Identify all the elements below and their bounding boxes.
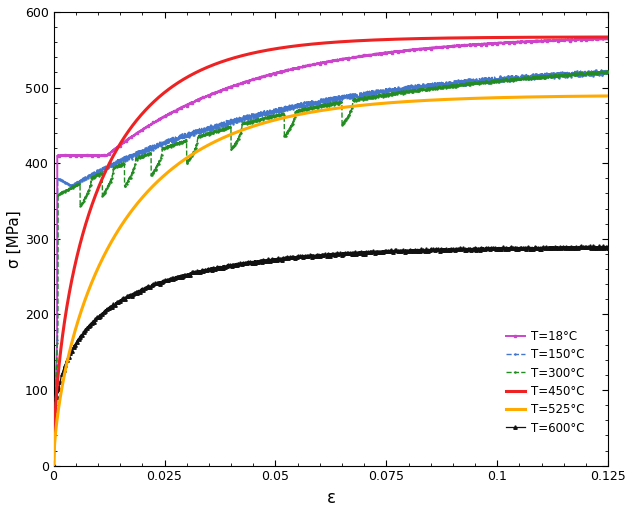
T=525°C <box>146 186 154 192</box>
T=600°C <box>146 284 154 290</box>
T=525°C <box>534 94 541 100</box>
T=450°C <box>605 34 612 40</box>
T=600°C <box>50 463 58 469</box>
T=525°C <box>287 113 294 119</box>
T=300°C <box>604 68 611 74</box>
T=300°C <box>263 114 270 120</box>
T=300°C <box>50 463 58 469</box>
T=300°C <box>287 124 294 130</box>
Line: T=150°C: T=150°C <box>53 69 609 467</box>
T=18°C <box>113 144 121 151</box>
T=18°C <box>605 35 612 41</box>
Line: T=18°C: T=18°C <box>52 36 610 467</box>
T=150°C <box>50 463 58 469</box>
T=525°C <box>594 93 601 99</box>
X-axis label: ε: ε <box>327 489 335 507</box>
T=450°C <box>146 103 154 109</box>
T=18°C <box>263 73 270 79</box>
T=525°C <box>113 229 121 235</box>
T=150°C <box>263 110 270 116</box>
T=600°C <box>594 245 601 251</box>
T=600°C <box>534 246 541 252</box>
T=600°C <box>604 243 611 249</box>
T=18°C <box>287 67 294 73</box>
T=600°C <box>605 244 612 250</box>
T=600°C <box>113 299 121 305</box>
T=300°C <box>605 69 612 75</box>
T=18°C <box>146 122 154 128</box>
T=18°C <box>534 38 541 44</box>
T=450°C <box>534 34 541 40</box>
T=18°C <box>50 463 58 469</box>
T=150°C <box>146 143 154 149</box>
T=450°C <box>287 44 294 50</box>
T=150°C <box>534 75 541 81</box>
Y-axis label: σ [MPa]: σ [MPa] <box>7 210 22 268</box>
Line: T=300°C: T=300°C <box>53 70 609 467</box>
T=525°C <box>50 463 58 469</box>
T=525°C <box>605 93 612 99</box>
T=450°C <box>113 146 121 153</box>
T=300°C <box>113 164 121 170</box>
T=150°C <box>287 105 294 112</box>
T=600°C <box>263 257 270 263</box>
T=150°C <box>598 67 605 73</box>
T=450°C <box>594 34 601 40</box>
T=18°C <box>594 36 601 42</box>
Line: T=450°C: T=450°C <box>54 37 608 466</box>
T=150°C <box>594 69 601 76</box>
T=150°C <box>605 71 612 77</box>
T=450°C <box>50 463 58 469</box>
Line: T=525°C: T=525°C <box>54 96 608 466</box>
T=150°C <box>113 161 121 168</box>
Line: T=600°C: T=600°C <box>52 244 610 467</box>
T=525°C <box>263 119 270 125</box>
T=600°C <box>287 256 294 262</box>
T=300°C <box>534 75 541 81</box>
Legend: T=18°C, T=150°C, T=300°C, T=450°C, T=525°C, T=600°C: T=18°C, T=150°C, T=300°C, T=450°C, T=525… <box>499 323 591 442</box>
T=300°C <box>146 150 154 156</box>
T=300°C <box>594 71 601 77</box>
T=450°C <box>263 47 270 53</box>
